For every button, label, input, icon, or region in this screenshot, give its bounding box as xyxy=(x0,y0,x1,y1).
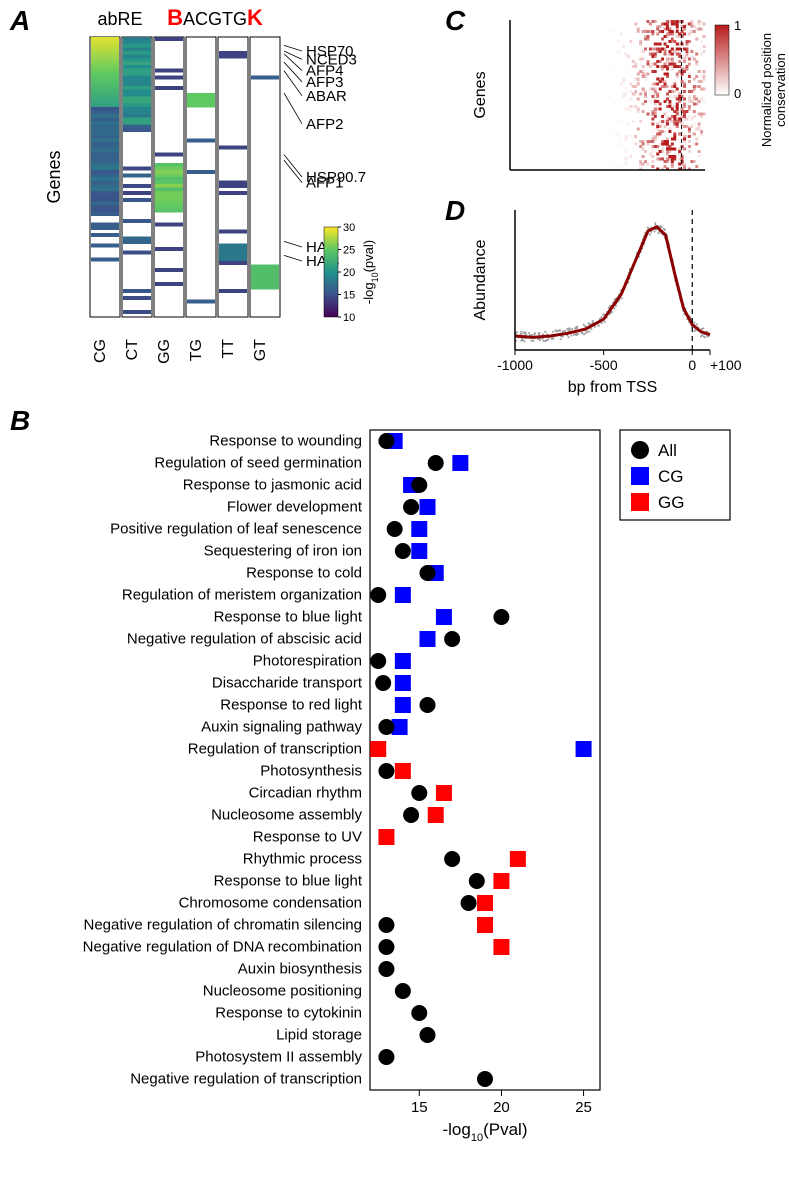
svg-text:Response to blue light: Response to blue light xyxy=(214,608,363,625)
svg-text:Genes: Genes xyxy=(472,71,489,118)
svg-text:Negative regulation of DNA rec: Negative regulation of DNA recombination xyxy=(83,938,362,955)
svg-text:Response to jasmonic acid: Response to jasmonic acid xyxy=(183,476,362,493)
svg-text:25: 25 xyxy=(575,1099,592,1116)
svg-text:Flower development: Flower development xyxy=(227,498,363,515)
svg-text:Rhythmic process: Rhythmic process xyxy=(243,850,362,867)
svg-text:TG: TG xyxy=(188,339,205,361)
svg-text:Nucleosome positioning: Nucleosome positioning xyxy=(203,982,362,999)
svg-text:30: 30 xyxy=(343,222,355,234)
svg-text:Photosynthesis: Photosynthesis xyxy=(260,762,362,779)
svg-text:Disaccharide transport: Disaccharide transport xyxy=(212,674,363,691)
svg-text:BACGTGK: BACGTGK xyxy=(167,5,263,30)
svg-text:20: 20 xyxy=(343,267,355,279)
svg-text:+100: +100 xyxy=(710,357,742,373)
svg-text:CT: CT xyxy=(124,339,141,361)
svg-text:Response to blue light: Response to blue light xyxy=(214,872,363,889)
svg-text:All: All xyxy=(658,441,677,460)
svg-text:15: 15 xyxy=(411,1099,428,1116)
panel-c-heatmap: Genes10Normalized positionconservation xyxy=(470,15,780,195)
panel-a-heatmap: abREBACGTGKGenesCGCTGGTGTTGTHSP70NCED3AF… xyxy=(40,5,440,405)
panel-c-label: C xyxy=(445,5,465,37)
svg-text:CG: CG xyxy=(658,467,684,486)
panel-d-chart: Abundance -1000 -500 0 +100 bp from TSS xyxy=(470,200,780,400)
svg-text:-1000: -1000 xyxy=(497,357,533,373)
svg-text:Auxin signaling pathway: Auxin signaling pathway xyxy=(201,718,362,735)
svg-text:Auxin biosynthesis: Auxin biosynthesis xyxy=(238,960,362,977)
svg-text:1: 1 xyxy=(734,18,741,33)
panel-a-label: A xyxy=(10,5,30,37)
svg-text:20: 20 xyxy=(493,1099,510,1116)
svg-text:Photosystem II assembly: Photosystem II assembly xyxy=(195,1048,362,1065)
svg-text:Negative regulation of abscisi: Negative regulation of abscisic acid xyxy=(127,630,362,647)
svg-text:Circadian rhythm: Circadian rhythm xyxy=(249,784,362,801)
panel-b-dotplot: Response to wounding Regulation of seed g… xyxy=(10,420,780,1190)
svg-text:-log10(Pval): -log10(Pval) xyxy=(442,1120,527,1144)
svg-text:Lipid storage: Lipid storage xyxy=(276,1026,362,1043)
svg-text:Genes: Genes xyxy=(44,150,64,203)
svg-text:abRE: abRE xyxy=(97,9,142,29)
svg-text:Response to UV: Response to UV xyxy=(253,828,362,845)
svg-text:Sequestering of iron ion: Sequestering of iron ion xyxy=(204,542,362,559)
svg-text:Negative regulation of transcr: Negative regulation of transcription xyxy=(130,1070,362,1087)
svg-text:-500: -500 xyxy=(590,357,618,373)
svg-text:15: 15 xyxy=(343,290,355,302)
svg-text:GG: GG xyxy=(156,339,173,364)
svg-text:Abundance: Abundance xyxy=(472,239,489,320)
svg-text:GG: GG xyxy=(658,493,684,512)
svg-text:Negative regulation of chromat: Negative regulation of chromatin silenci… xyxy=(84,916,363,933)
svg-text:Nucleosome assembly: Nucleosome assembly xyxy=(211,806,362,823)
svg-text:10: 10 xyxy=(343,312,355,324)
svg-text:Response to cold: Response to cold xyxy=(246,564,362,581)
svg-text:Regulation of seed germination: Regulation of seed germination xyxy=(154,454,362,471)
svg-text:Response to red light: Response to red light xyxy=(220,696,363,713)
svg-text:Regulation of meristem organiz: Regulation of meristem organization xyxy=(122,586,362,603)
svg-text:Normalized positionconservatio: Normalized positionconservation xyxy=(759,33,788,147)
svg-text:0: 0 xyxy=(688,357,696,373)
svg-text:Photorespiration: Photorespiration xyxy=(253,652,362,669)
figure: A B C D abREBACGTGKGenesCGCTGGTGTTGTHSP7… xyxy=(0,0,789,1192)
svg-text:ABAR: ABAR xyxy=(306,88,347,105)
svg-text:AFP2: AFP2 xyxy=(306,116,344,133)
svg-text:Positive regulation of leaf se: Positive regulation of leaf senescence xyxy=(110,520,362,537)
svg-text:Regulation of transcription: Regulation of transcription xyxy=(188,740,362,757)
panel-d-label: D xyxy=(445,195,465,227)
svg-text:25: 25 xyxy=(343,245,355,257)
svg-text:GT: GT xyxy=(252,339,269,361)
svg-text:-log10(pval): -log10(pval) xyxy=(361,240,380,304)
svg-text:AFP1: AFP1 xyxy=(306,175,344,192)
svg-text:CG: CG xyxy=(92,339,109,363)
svg-text:Response to wounding: Response to wounding xyxy=(209,432,362,449)
svg-text:TT: TT xyxy=(220,339,237,359)
svg-text:Response to cytokinin: Response to cytokinin xyxy=(215,1004,362,1021)
svg-text:0: 0 xyxy=(734,86,741,101)
svg-text:Chromosome condensation: Chromosome condensation xyxy=(179,894,362,911)
svg-text:bp from TSS: bp from TSS xyxy=(568,379,658,396)
